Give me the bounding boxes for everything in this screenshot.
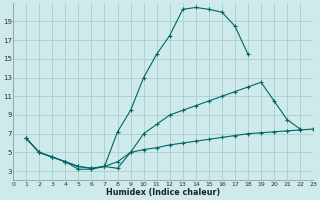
X-axis label: Humidex (Indice chaleur): Humidex (Indice chaleur) — [106, 188, 220, 197]
